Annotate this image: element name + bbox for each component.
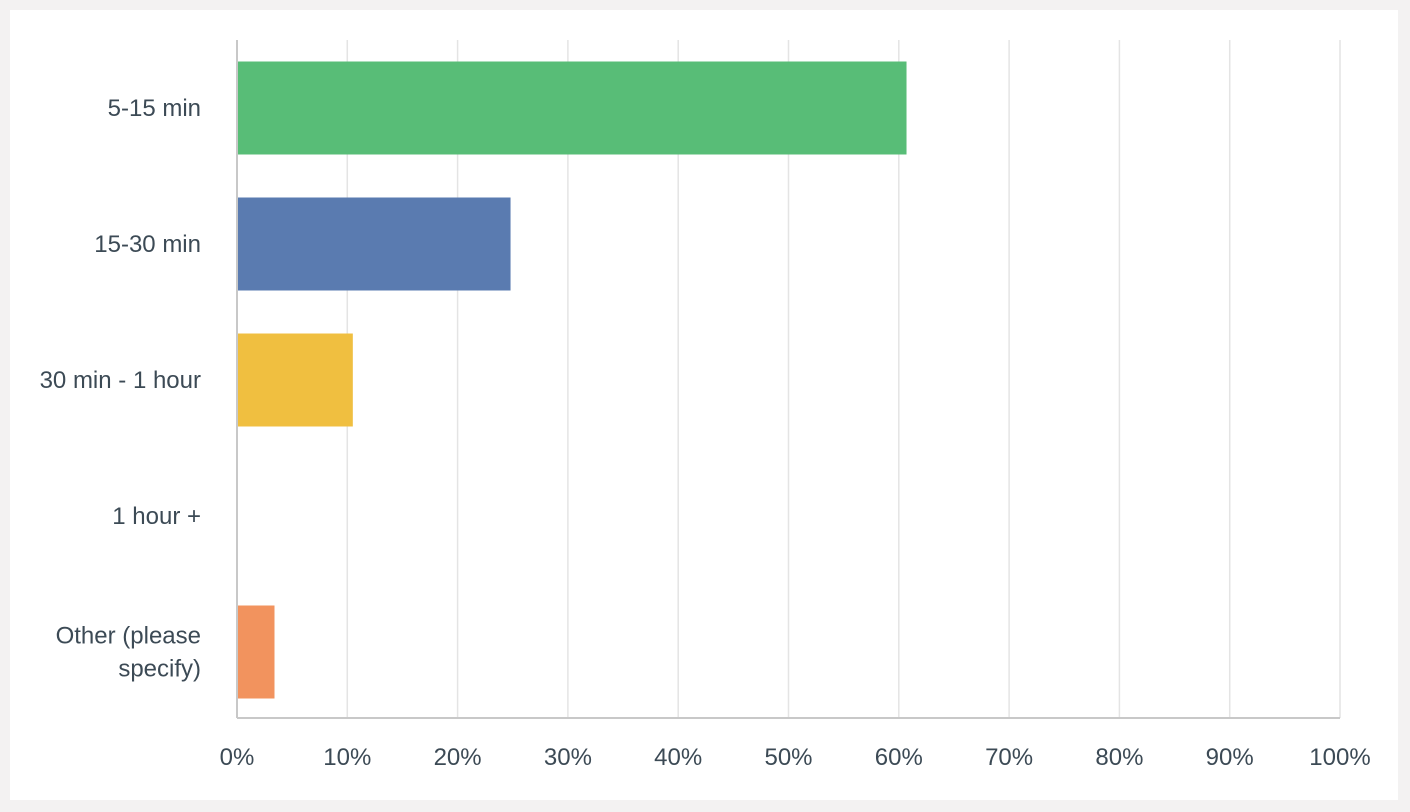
x-tick-label: 60% [875,744,923,771]
axes [236,40,1340,719]
bar-1 [237,197,511,291]
x-tick-label: 50% [764,744,812,771]
category-labels: 5-15 min 15-30 min 30 min - 1 hour 1 hour +… [40,95,201,683]
x-tick-label: 90% [1206,744,1254,771]
x-tick-label: 100% [1309,744,1370,771]
bar-2 [237,333,353,427]
x-tick-label: 70% [985,744,1033,771]
bars [237,61,907,699]
category-label: 5-15 min [108,95,201,122]
category-label: 1 hour + [112,503,201,530]
category-label: 15-30 min [94,231,201,258]
x-tick-labels: 0% 10% 20% 30% 40% 50% 60% 70% 80% 90% 100% [220,744,1371,771]
category-label: 30 min - 1 hour [40,367,201,394]
x-tick-label: 20% [434,744,482,771]
x-tick-label: 0% [220,744,255,771]
x-tick-label: 40% [654,744,702,771]
x-tick-label: 80% [1095,744,1143,771]
bar-0 [237,61,907,155]
x-tick-label: 10% [323,744,371,771]
bar-4 [237,605,275,699]
category-label: Other (please [56,623,201,650]
x-tick-label: 30% [544,744,592,771]
category-label: specify) [118,656,201,683]
